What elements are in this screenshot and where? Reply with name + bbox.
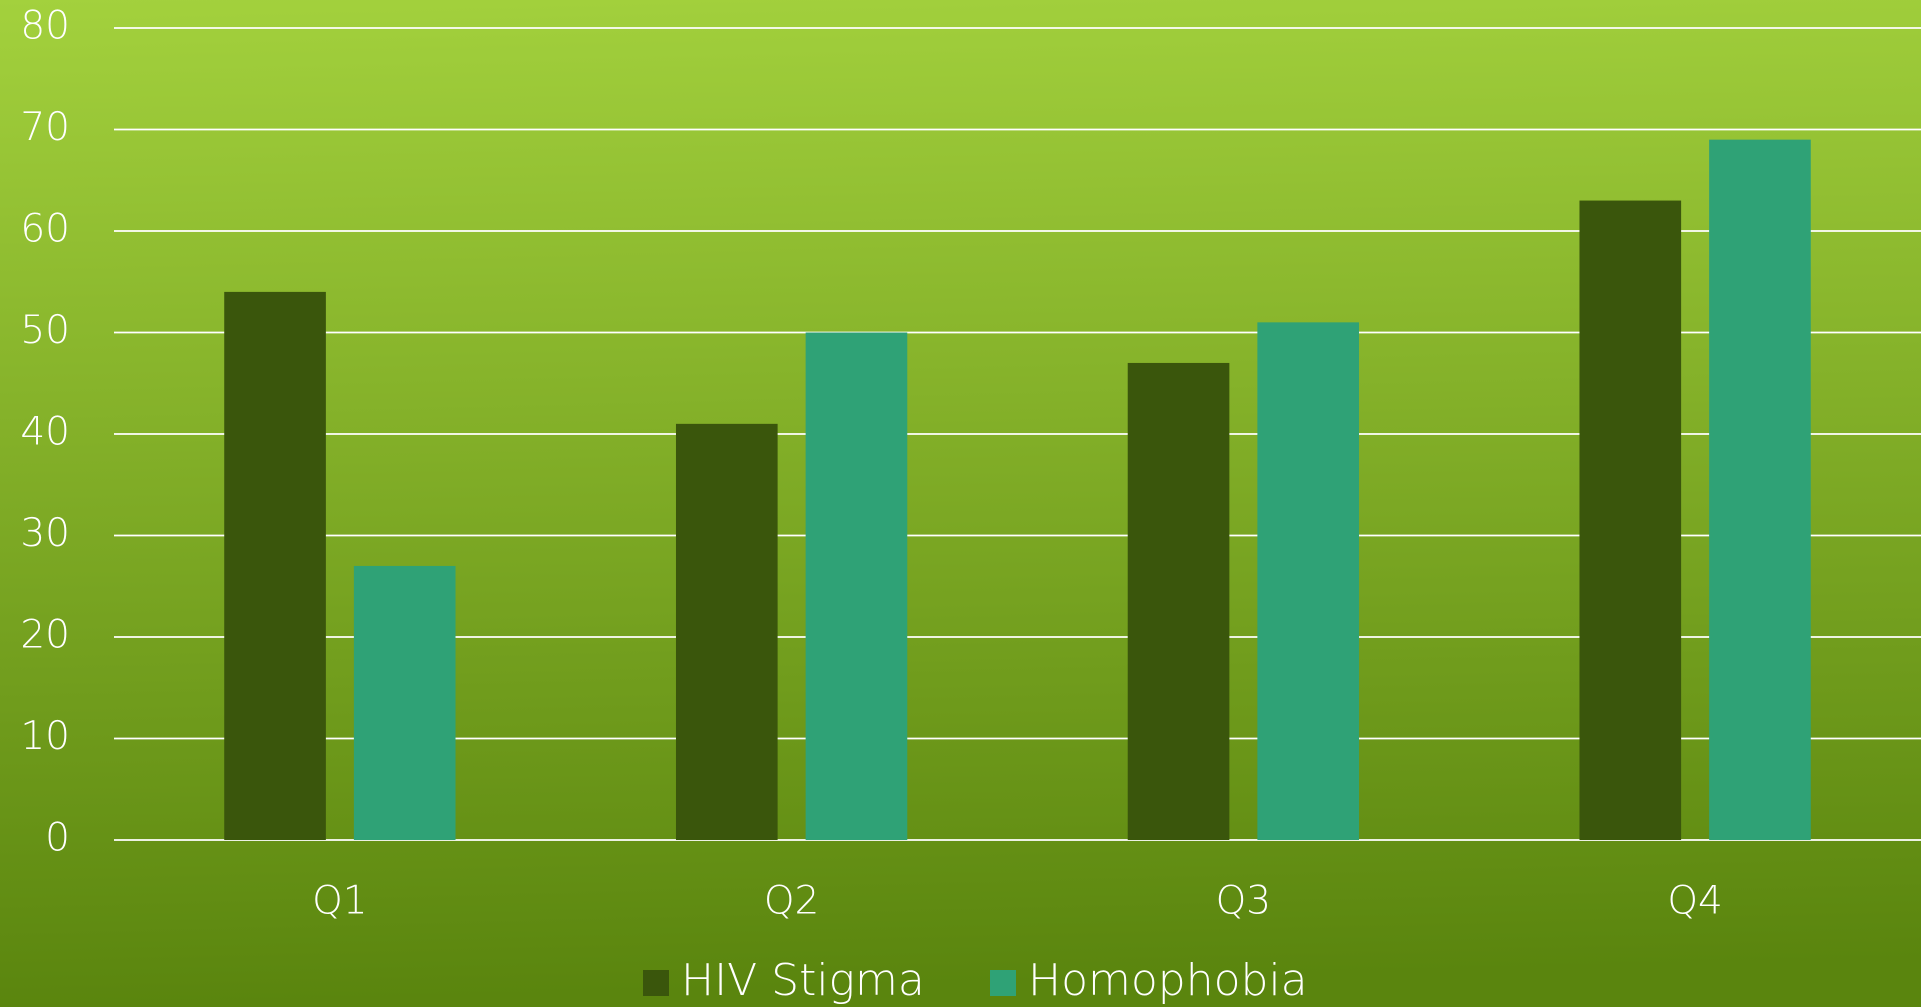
legend-label: HIV Stigma xyxy=(681,955,925,1006)
y-tick-label: 70 xyxy=(20,105,70,150)
y-tick-label: 0 xyxy=(45,816,70,861)
y-tick-label: 30 xyxy=(20,511,70,556)
legend-swatch xyxy=(643,970,669,996)
x-tick-label: Q3 xyxy=(1216,879,1272,924)
bar xyxy=(224,291,326,840)
bar xyxy=(1709,139,1811,840)
bar xyxy=(1257,322,1360,841)
y-tick-label: 80 xyxy=(20,4,70,49)
legend-label: Homophobia xyxy=(1028,955,1308,1006)
bar xyxy=(1127,362,1230,840)
y-tick-label: 60 xyxy=(20,207,70,252)
y-tick-label: 40 xyxy=(20,410,70,455)
bar xyxy=(1579,200,1682,841)
bar xyxy=(353,565,456,840)
x-tick-label: Q2 xyxy=(764,879,820,924)
y-tick-label: 50 xyxy=(20,308,70,353)
y-tick-label: 20 xyxy=(20,613,70,658)
x-tick-label: Q4 xyxy=(1667,879,1723,924)
bar xyxy=(805,332,908,840)
legend-swatch xyxy=(990,970,1016,996)
bar xyxy=(675,423,778,840)
y-tick-label: 10 xyxy=(20,714,70,759)
x-tick-label: Q1 xyxy=(312,879,368,924)
